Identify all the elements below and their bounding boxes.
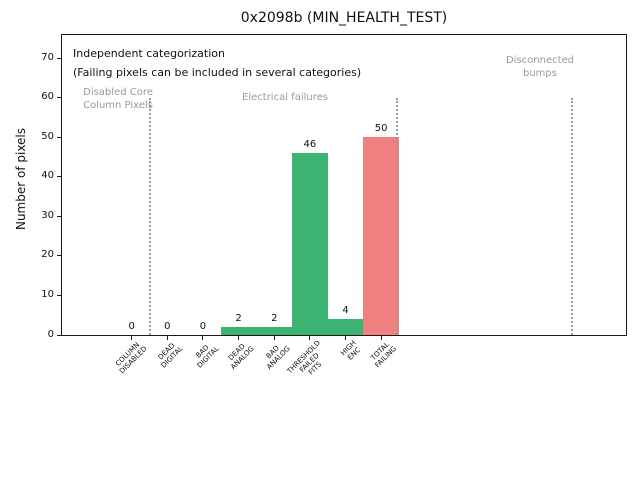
y-tick-label: 70 <box>41 51 54 63</box>
section-label-disabled-core-column-pixels: Disabled Core Column Pixels <box>83 87 153 111</box>
x-tick-mark <box>166 336 168 340</box>
y-tick-mark <box>57 97 62 99</box>
y-tick-mark <box>57 255 62 257</box>
x-tick-mark <box>238 336 240 340</box>
annotation-independent-categorization: Independent categorization <box>73 47 225 60</box>
annotation-failing-pixels-note: (Failing pixels can be included in sever… <box>73 66 362 79</box>
bar <box>363 137 399 335</box>
section-divider-line <box>148 97 151 335</box>
x-tick-mark <box>131 336 133 340</box>
bar-value-label: 46 <box>303 139 317 151</box>
section-divider-line <box>396 97 398 335</box>
y-tick-mark <box>57 136 62 138</box>
bar-value-label: 2 <box>271 313 278 325</box>
y-tick-label: 20 <box>41 249 54 261</box>
y-tick-label: 50 <box>41 130 54 142</box>
bar-value-label: 0 <box>128 321 135 332</box>
bar-value-label: 2 <box>235 313 242 325</box>
bar-value-label: 0 <box>199 321 207 332</box>
y-tick-label: 40 <box>41 170 54 182</box>
y-tick-label: 30 <box>41 209 54 221</box>
x-tick-label: BAD DIGITAL <box>194 343 221 370</box>
x-tick-label: TOTAL FAILING <box>369 340 399 370</box>
bar-value-label: 0 <box>164 321 171 332</box>
y-tick-mark <box>57 294 62 296</box>
x-tick-mark <box>273 336 275 340</box>
y-tick-label: 60 <box>41 91 54 103</box>
section-label-electrical-failures: Electrical failures <box>242 92 328 103</box>
y-tick-mark <box>57 176 62 178</box>
y-tick-label: 0 <box>47 328 54 340</box>
bar <box>256 327 293 335</box>
x-tick-label: DEAD ANALOG <box>227 342 256 372</box>
x-tick-label: DEAD DIGITAL <box>156 341 185 370</box>
chart-title: 0x2098b (MIN_HEALTH_TEST) <box>240 10 448 26</box>
x-tick-mark <box>309 336 311 340</box>
y-tick-mark <box>57 57 62 59</box>
x-tick-label: COLUMN DISABLED <box>114 340 150 376</box>
x-tick-label: HIGH ENC <box>338 339 362 362</box>
y-tick-mark <box>57 215 62 217</box>
x-tick-label: THRESHOLD FAILED FITS <box>285 339 323 377</box>
section-label-disconnected-bumps: Disconnected bumps <box>505 55 575 79</box>
bar-value-label: 50 <box>374 123 388 135</box>
y-tick-mark <box>57 334 62 336</box>
x-tick-mark <box>202 336 204 340</box>
bar <box>292 153 328 335</box>
bar <box>220 327 257 335</box>
bar <box>327 319 364 335</box>
x-tick-mark <box>380 336 382 340</box>
section-divider-line <box>571 97 573 335</box>
x-tick-label: BAD ANALOG <box>264 344 292 372</box>
bar-value-label: 4 <box>342 305 349 317</box>
y-tick-label: 10 <box>41 288 54 300</box>
x-tick-mark <box>345 336 347 340</box>
